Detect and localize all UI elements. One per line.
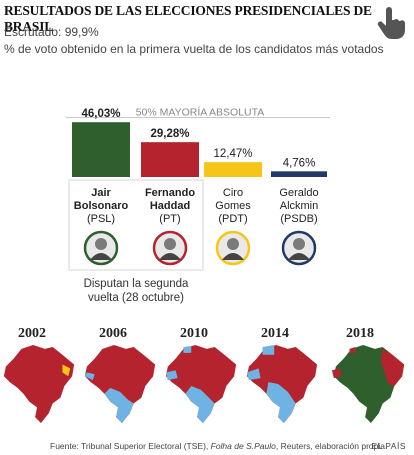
source-suffix: , Reuters, elaboración propia. xyxy=(275,441,388,451)
source-note: Fuente: Tribunal Superior Electoral (TSE… xyxy=(50,441,387,451)
candidate-first-name: Ciro xyxy=(223,187,243,199)
bar xyxy=(271,171,327,177)
runoff-box xyxy=(68,179,204,271)
map-2006 xyxy=(84,345,156,424)
avatar-head xyxy=(95,238,107,250)
chart-subtitle: % de voto obtenido en la primera vuelta … xyxy=(4,42,384,56)
bar xyxy=(141,142,199,177)
runoff-note-line2: vuelta (28 octubre) xyxy=(88,292,184,304)
map-year-label: 2014 xyxy=(261,326,289,341)
map-year-label: 2006 xyxy=(99,326,127,341)
historic-maps: 2002 2006 2010 2014 2018 xyxy=(0,326,414,426)
source-prefix: Fuente: Tribunal Superior Electoral (TSE… xyxy=(50,441,211,451)
avatar-head xyxy=(227,238,239,250)
candidate-last-name: Gomes xyxy=(215,200,251,212)
candidate-first-name: Fernando xyxy=(145,187,195,199)
value-label: 12,47% xyxy=(213,148,252,160)
value-label: 4,76% xyxy=(283,157,316,169)
value-label: 29,28% xyxy=(150,128,189,140)
page-title: RESULTADOS DE LAS ELECCIONES PRESIDENCIA… xyxy=(4,3,372,34)
majority-label: 50% MAYORÍA ABSOLUTA xyxy=(136,106,265,119)
candidate-last-name: Alckmin xyxy=(280,200,319,212)
avatar-shoulders xyxy=(90,253,112,260)
candidate-party: (PSL) xyxy=(87,213,115,225)
map-2014 xyxy=(246,345,318,424)
bar xyxy=(72,122,130,177)
avatar-shoulders xyxy=(159,253,181,260)
runoff-note-line1: Disputan la segunda xyxy=(84,278,189,290)
candidate-first-name: Geraldo xyxy=(279,187,318,199)
avatar-head xyxy=(293,238,305,250)
candidate-party: (PT) xyxy=(159,213,180,225)
avatar-shoulders xyxy=(288,253,310,260)
candidate-party: (PSDB) xyxy=(280,213,317,225)
value-label: 46,03% xyxy=(81,108,120,120)
brand-logo: EL PAÍS xyxy=(371,441,406,451)
source-italic: Folha de S.Paulo xyxy=(210,441,276,451)
avatar-head xyxy=(164,238,176,250)
map-year-label: 2010 xyxy=(180,326,208,341)
candidate-last-name: Bolsonaro xyxy=(74,200,129,212)
bar xyxy=(204,162,262,177)
scrutiny-text: Escrutado: 99,9% xyxy=(4,25,99,39)
map-2018 xyxy=(331,345,405,424)
map-2010 xyxy=(165,345,237,424)
map-2002 xyxy=(3,345,75,424)
results-bar-chart: 50% MAYORÍA ABSOLUTA46,03%JairBolsonaro(… xyxy=(66,106,330,304)
map-year-label: 2002 xyxy=(18,326,46,341)
map-year-label: 2018 xyxy=(346,326,374,341)
hand-pointer-icon[interactable] xyxy=(375,6,407,40)
candidate-last-name: Haddad xyxy=(150,200,190,212)
candidate-party: (PDT) xyxy=(218,213,247,225)
candidate-first-name: Jair xyxy=(91,187,111,199)
avatar-shoulders xyxy=(222,253,244,260)
